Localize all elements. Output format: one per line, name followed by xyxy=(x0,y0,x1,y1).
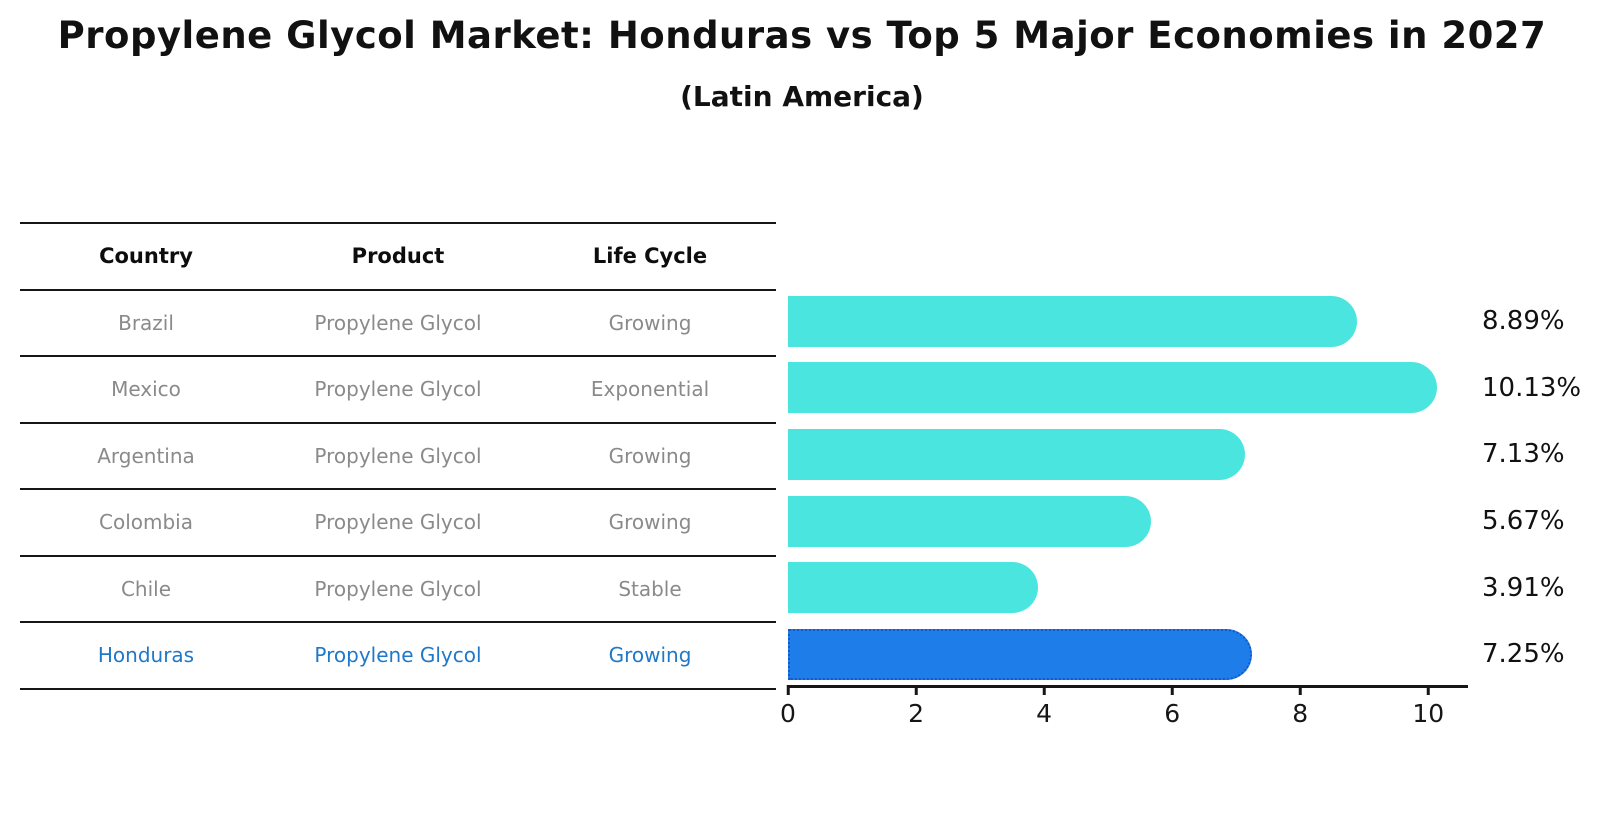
bar-value-label: 7.25% xyxy=(1482,639,1565,670)
cell-product: Propylene Glycol xyxy=(314,310,482,335)
bar-value-label: 8.89% xyxy=(1482,306,1565,337)
x-axis-tick-label: 10 xyxy=(1412,699,1445,728)
bar-row xyxy=(788,488,1468,555)
chart-subtitle: (Latin America) xyxy=(680,80,924,113)
cell-country: Chile xyxy=(120,576,172,601)
cell-life-cycle: Growing xyxy=(608,643,692,668)
country-table: Country Product Life Cycle Brazil Propyle… xyxy=(20,222,776,690)
bar-row xyxy=(788,554,1468,621)
cell-country: Colombia xyxy=(99,510,193,535)
bars-container xyxy=(788,288,1468,688)
chart-title: Propylene Glycol Market: Honduras vs Top… xyxy=(57,14,1547,57)
cell-product: Propylene Glycol xyxy=(314,510,482,535)
value-labels-column: 8.89% 10.13% 7.13% 5.67% 3.91% 7.25% xyxy=(1482,288,1604,688)
table-row: Chile Propylene Glycol Stable xyxy=(20,557,776,623)
cell-life-cycle: Growing xyxy=(608,310,692,335)
cell-life-cycle: Growing xyxy=(608,443,692,468)
bar-colombia xyxy=(788,495,1152,547)
bar-value-label: 3.91% xyxy=(1482,572,1565,603)
cell-product: Propylene Glycol xyxy=(314,377,482,402)
x-axis-tick xyxy=(1170,685,1174,695)
bar-argentina xyxy=(788,428,1245,480)
cell-product: Propylene Glycol xyxy=(314,643,482,668)
table-row: Colombia Propylene Glycol Growing xyxy=(20,490,776,557)
bar-brazil xyxy=(788,295,1358,347)
bar-row xyxy=(788,621,1468,688)
header-product: Product xyxy=(351,244,445,269)
x-axis-tick-label: 6 xyxy=(1164,699,1181,728)
cell-life-cycle: Growing xyxy=(608,510,692,535)
bar-mexico xyxy=(788,362,1437,414)
table-row: Brazil Propylene Glycol Growing xyxy=(20,291,776,357)
bar-value-label: 10.13% xyxy=(1482,372,1582,403)
bar-chile xyxy=(788,562,1039,614)
x-axis-tick xyxy=(1427,685,1430,695)
table-row: Argentina Propylene Glycol Growing xyxy=(20,424,776,490)
bar-honduras xyxy=(788,628,1253,680)
x-axis-tick xyxy=(1042,685,1046,695)
table-row: Mexico Propylene Glycol Exponential xyxy=(20,357,776,424)
cell-country: Mexico xyxy=(111,377,181,402)
bar-row xyxy=(788,421,1468,488)
cell-product: Propylene Glycol xyxy=(314,576,482,601)
cell-life-cycle: Stable xyxy=(618,576,682,601)
bar-value-label: 5.67% xyxy=(1482,506,1565,537)
table-row: Honduras Propylene Glycol Growing xyxy=(20,623,776,690)
header-life-cycle: Life Cycle xyxy=(592,244,708,269)
x-axis-tick-label: 0 xyxy=(780,699,796,728)
cell-life-cycle: Exponential xyxy=(590,377,710,402)
cell-country: Argentina xyxy=(97,443,195,468)
bar-chart: 0 2 4 6 8 10 xyxy=(780,288,1468,728)
bar-row xyxy=(788,288,1468,355)
x-axis-tick-label: 8 xyxy=(1292,699,1309,728)
table-header-row: Country Product Life Cycle xyxy=(20,224,776,291)
bar-value-label: 7.13% xyxy=(1482,439,1565,470)
cell-country: Brazil xyxy=(118,310,174,335)
x-axis-tick xyxy=(1298,685,1302,695)
x-axis-tick xyxy=(914,685,918,695)
cell-product: Propylene Glycol xyxy=(314,443,482,468)
x-axis-tick xyxy=(786,685,790,695)
header-country: Country xyxy=(99,244,193,269)
cell-country: Honduras xyxy=(97,643,195,668)
x-axis-tick-label: 2 xyxy=(908,699,924,728)
x-axis-tick-label: 4 xyxy=(1036,699,1053,728)
bar-row xyxy=(788,355,1468,422)
